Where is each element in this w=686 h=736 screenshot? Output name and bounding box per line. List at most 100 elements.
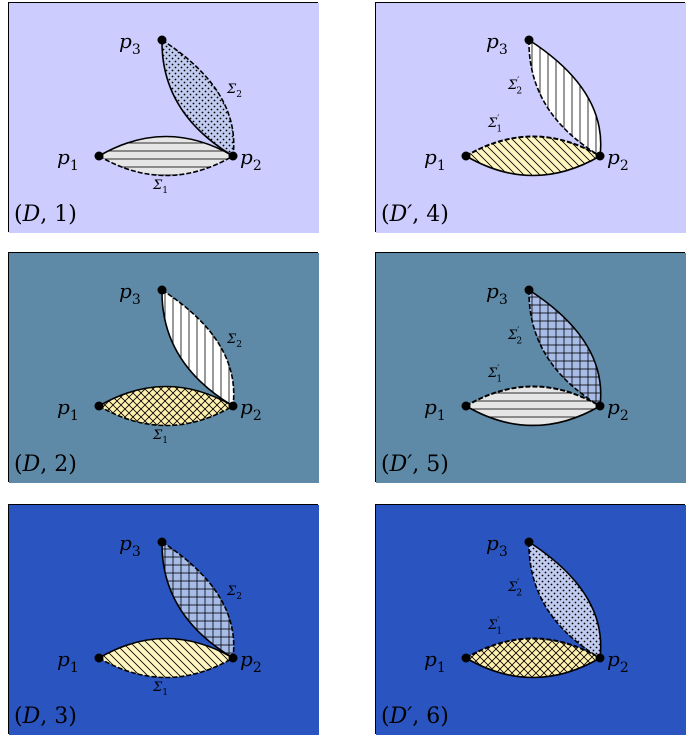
- label-p1: p1: [424, 647, 446, 676]
- label-p2: p2: [240, 647, 262, 676]
- diagram-svg: p1 p2 p3 Σ1 Σ2 (D, 3): [9, 505, 319, 735]
- label-p3: p3: [119, 531, 141, 560]
- point-p1: [94, 653, 104, 663]
- panel-caption: (D, 2): [14, 452, 77, 477]
- sigma1-lower-edge: [98, 657, 234, 679]
- point-p3: [157, 285, 167, 295]
- sigma2-right-edge: [528, 289, 602, 407]
- sigma2-right-edge: [161, 39, 235, 157]
- label-sigma1: Σ1: [152, 178, 168, 196]
- panel-caption: (D′, 4): [381, 202, 449, 227]
- point-p1: [461, 401, 471, 411]
- sigma1-lower-edge: [465, 405, 601, 427]
- label-p2: p2: [607, 395, 629, 424]
- sigma1-lens: [466, 638, 600, 678]
- sigma1-lower-edge: [98, 405, 234, 427]
- label-sigma2: Σ′ 2: [507, 327, 522, 347]
- point-p2: [595, 653, 605, 663]
- sigma2-left-edge: [161, 541, 234, 659]
- sigma1-upper-edge: [98, 135, 234, 157]
- point-p1: [461, 653, 471, 663]
- sigma1-upper-edge: [98, 637, 234, 659]
- panel-dprime-4: p1 p2 p3 Σ′ 1 Σ′ 2 (D′, 4): [375, 2, 686, 233]
- point-p2: [228, 653, 238, 663]
- sigma2-lens: [528, 40, 601, 156]
- sigma2-left-edge: [528, 39, 601, 157]
- point-p2: [228, 401, 238, 411]
- sigma2-lens: [161, 40, 234, 156]
- label-sigma2: Σ′ 2: [507, 579, 522, 599]
- label-p3: p3: [486, 279, 508, 308]
- label-p3: p3: [119, 279, 141, 308]
- sigma2-lens: [528, 290, 601, 406]
- label-sigma1: Σ′ 1: [487, 365, 502, 385]
- sigma2-right-edge: [161, 289, 235, 407]
- label-sigma2: Σ2: [226, 332, 242, 350]
- point-p3: [524, 285, 534, 295]
- diagram-svg: p1 p2 p3 Σ′ 1 Σ′ 2 (D′, 4): [376, 3, 686, 233]
- panel-caption: (D, 3): [14, 704, 77, 729]
- label-p1: p1: [424, 145, 446, 174]
- sigma1-upper-edge: [465, 385, 601, 407]
- sigma2-left-edge: [528, 541, 601, 659]
- label-p1: p1: [57, 395, 79, 424]
- label-p1: p1: [57, 647, 79, 676]
- label-p1: p1: [424, 395, 446, 424]
- point-p3: [157, 537, 167, 547]
- point-p3: [524, 35, 534, 45]
- sigma2-lens: [161, 542, 234, 658]
- sigma1-upper-edge: [465, 637, 601, 659]
- label-sigma1: Σ1: [152, 428, 168, 446]
- diagram-svg: p1 p2 p3 Σ1 Σ2 (D, 2): [9, 253, 319, 483]
- label-sigma1: Σ′ 1: [487, 617, 502, 637]
- point-p1: [94, 401, 104, 411]
- sigma1-lower-edge: [465, 657, 601, 679]
- panel-caption: (D′, 6): [381, 704, 449, 729]
- label-p3: p3: [119, 29, 141, 58]
- panel-dprime-6: p1 p2 p3 Σ′ 1 Σ′ 2 (D′, 6): [375, 504, 686, 735]
- panel-d-1: p1 p2 p3 Σ1 Σ2 (D, 1): [8, 2, 319, 233]
- panel-dprime-5: p1 p2 p3 Σ′ 1 Σ′ 2 (D′, 5): [375, 252, 686, 483]
- sigma2-right-edge: [161, 541, 235, 659]
- label-p2: p2: [240, 145, 262, 174]
- label-p3: p3: [486, 29, 508, 58]
- diagram-svg: p1 p2 p3 Σ′ 1 Σ′ 2 (D′, 5): [376, 253, 686, 483]
- panel-d-3: p1 p2 p3 Σ1 Σ2 (D, 3): [8, 504, 319, 735]
- sigma1-upper-edge: [98, 385, 234, 407]
- diagram-svg: p1 p2 p3 Σ′ 1 Σ′ 2 (D′, 6): [376, 505, 686, 735]
- sigma2-lens: [528, 542, 601, 658]
- label-sigma1: Σ1: [152, 680, 168, 698]
- sigma2-right-edge: [528, 541, 602, 659]
- label-sigma1: Σ′ 1: [487, 115, 502, 135]
- label-p3: p3: [486, 531, 508, 560]
- label-p2: p2: [607, 145, 629, 174]
- sigma2-right-edge: [528, 39, 602, 157]
- sigma2-left-edge: [161, 289, 234, 407]
- sigma1-lower-edge: [98, 155, 234, 177]
- label-sigma2: Σ′ 2: [507, 77, 522, 97]
- panel-caption: (D, 1): [14, 202, 77, 227]
- label-p2: p2: [607, 647, 629, 676]
- label-sigma2: Σ2: [226, 584, 242, 602]
- sigma1-lower-edge: [465, 155, 601, 177]
- point-p2: [228, 151, 238, 161]
- point-p1: [461, 151, 471, 161]
- sigma1-lens: [466, 386, 600, 426]
- label-p1: p1: [57, 145, 79, 174]
- panel-d-2: p1 p2 p3 Σ1 Σ2 (D, 2): [8, 252, 319, 483]
- point-p2: [595, 401, 605, 411]
- panel-caption: (D′, 5): [381, 452, 449, 477]
- sigma2-lens: [161, 290, 234, 406]
- sigma2-left-edge: [161, 39, 234, 157]
- label-p2: p2: [240, 395, 262, 424]
- sigma1-lens: [99, 136, 233, 176]
- point-p3: [157, 35, 167, 45]
- label-sigma2: Σ2: [226, 82, 242, 100]
- sigma1-upper-edge: [465, 135, 601, 157]
- sigma1-lens: [99, 386, 233, 426]
- point-p3: [524, 537, 534, 547]
- point-p1: [94, 151, 104, 161]
- point-p2: [595, 151, 605, 161]
- sigma1-lens: [466, 136, 600, 176]
- sigma2-left-edge: [528, 289, 601, 407]
